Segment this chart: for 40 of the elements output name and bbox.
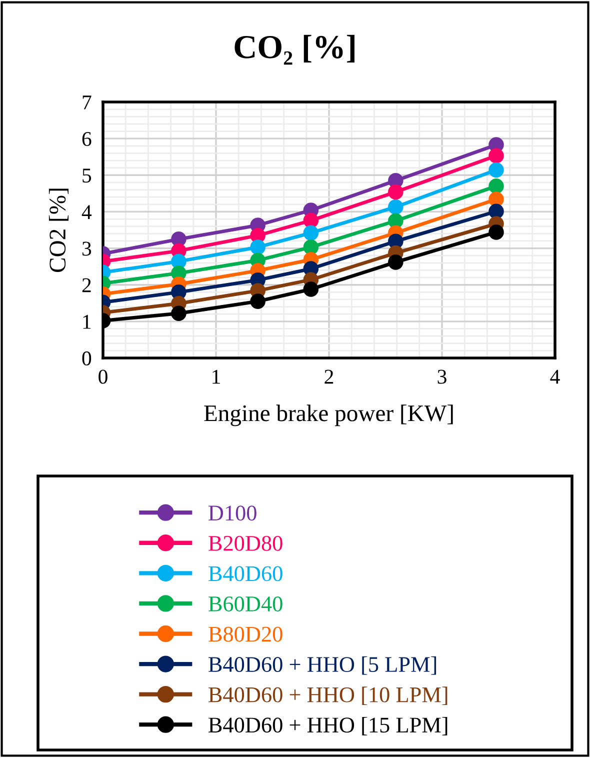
point [488,204,504,219]
x-tick-label: 1 [212,370,220,384]
point [171,306,186,322]
point [250,294,266,309]
x-tick-label: 0 [98,370,108,384]
legend-label: B40D60 + HHO [10 LPM] [208,686,448,706]
y-tick-label: 3 [82,242,92,256]
x-tick-label: 4 [550,370,560,384]
point [388,254,404,270]
chart-title: CO₂ [%] [234,34,354,65]
point [303,212,319,228]
point [488,224,504,240]
y-tick-label: 7 [82,96,92,110]
legend-label: B40D60 + HHO [15 LPM] [208,716,448,736]
point [303,225,319,241]
point [388,199,404,215]
x-tick-label: 2 [324,370,334,384]
legend-label: B20D80 [208,536,282,551]
legend-label: B40D60 [208,566,282,582]
point [388,184,404,200]
y-tick-label: 1 [83,314,91,329]
x-tick-label: 3 [438,370,446,384]
legend-label: B80D20 [208,626,282,642]
legend-label: B60D40 [208,596,282,612]
point [250,240,266,255]
point [303,282,319,297]
y-tick-label: 5 [82,168,92,183]
legend-label: D100 [208,506,256,521]
point [488,178,504,194]
point [488,148,504,164]
point [488,162,504,178]
y-tick-label: 6 [82,132,92,146]
point [303,240,319,255]
y-axis-title: CO2 [%] [48,188,68,272]
y-tick-label: 4 [82,205,92,219]
y-tick-label: 2 [82,278,91,292]
legend-label: B40D60 + HHO [5 LPM] [208,656,436,675]
point [488,192,504,207]
y-tick-label: 0 [82,351,92,366]
x-axis-title: Engine brake power [KW] [204,404,453,426]
